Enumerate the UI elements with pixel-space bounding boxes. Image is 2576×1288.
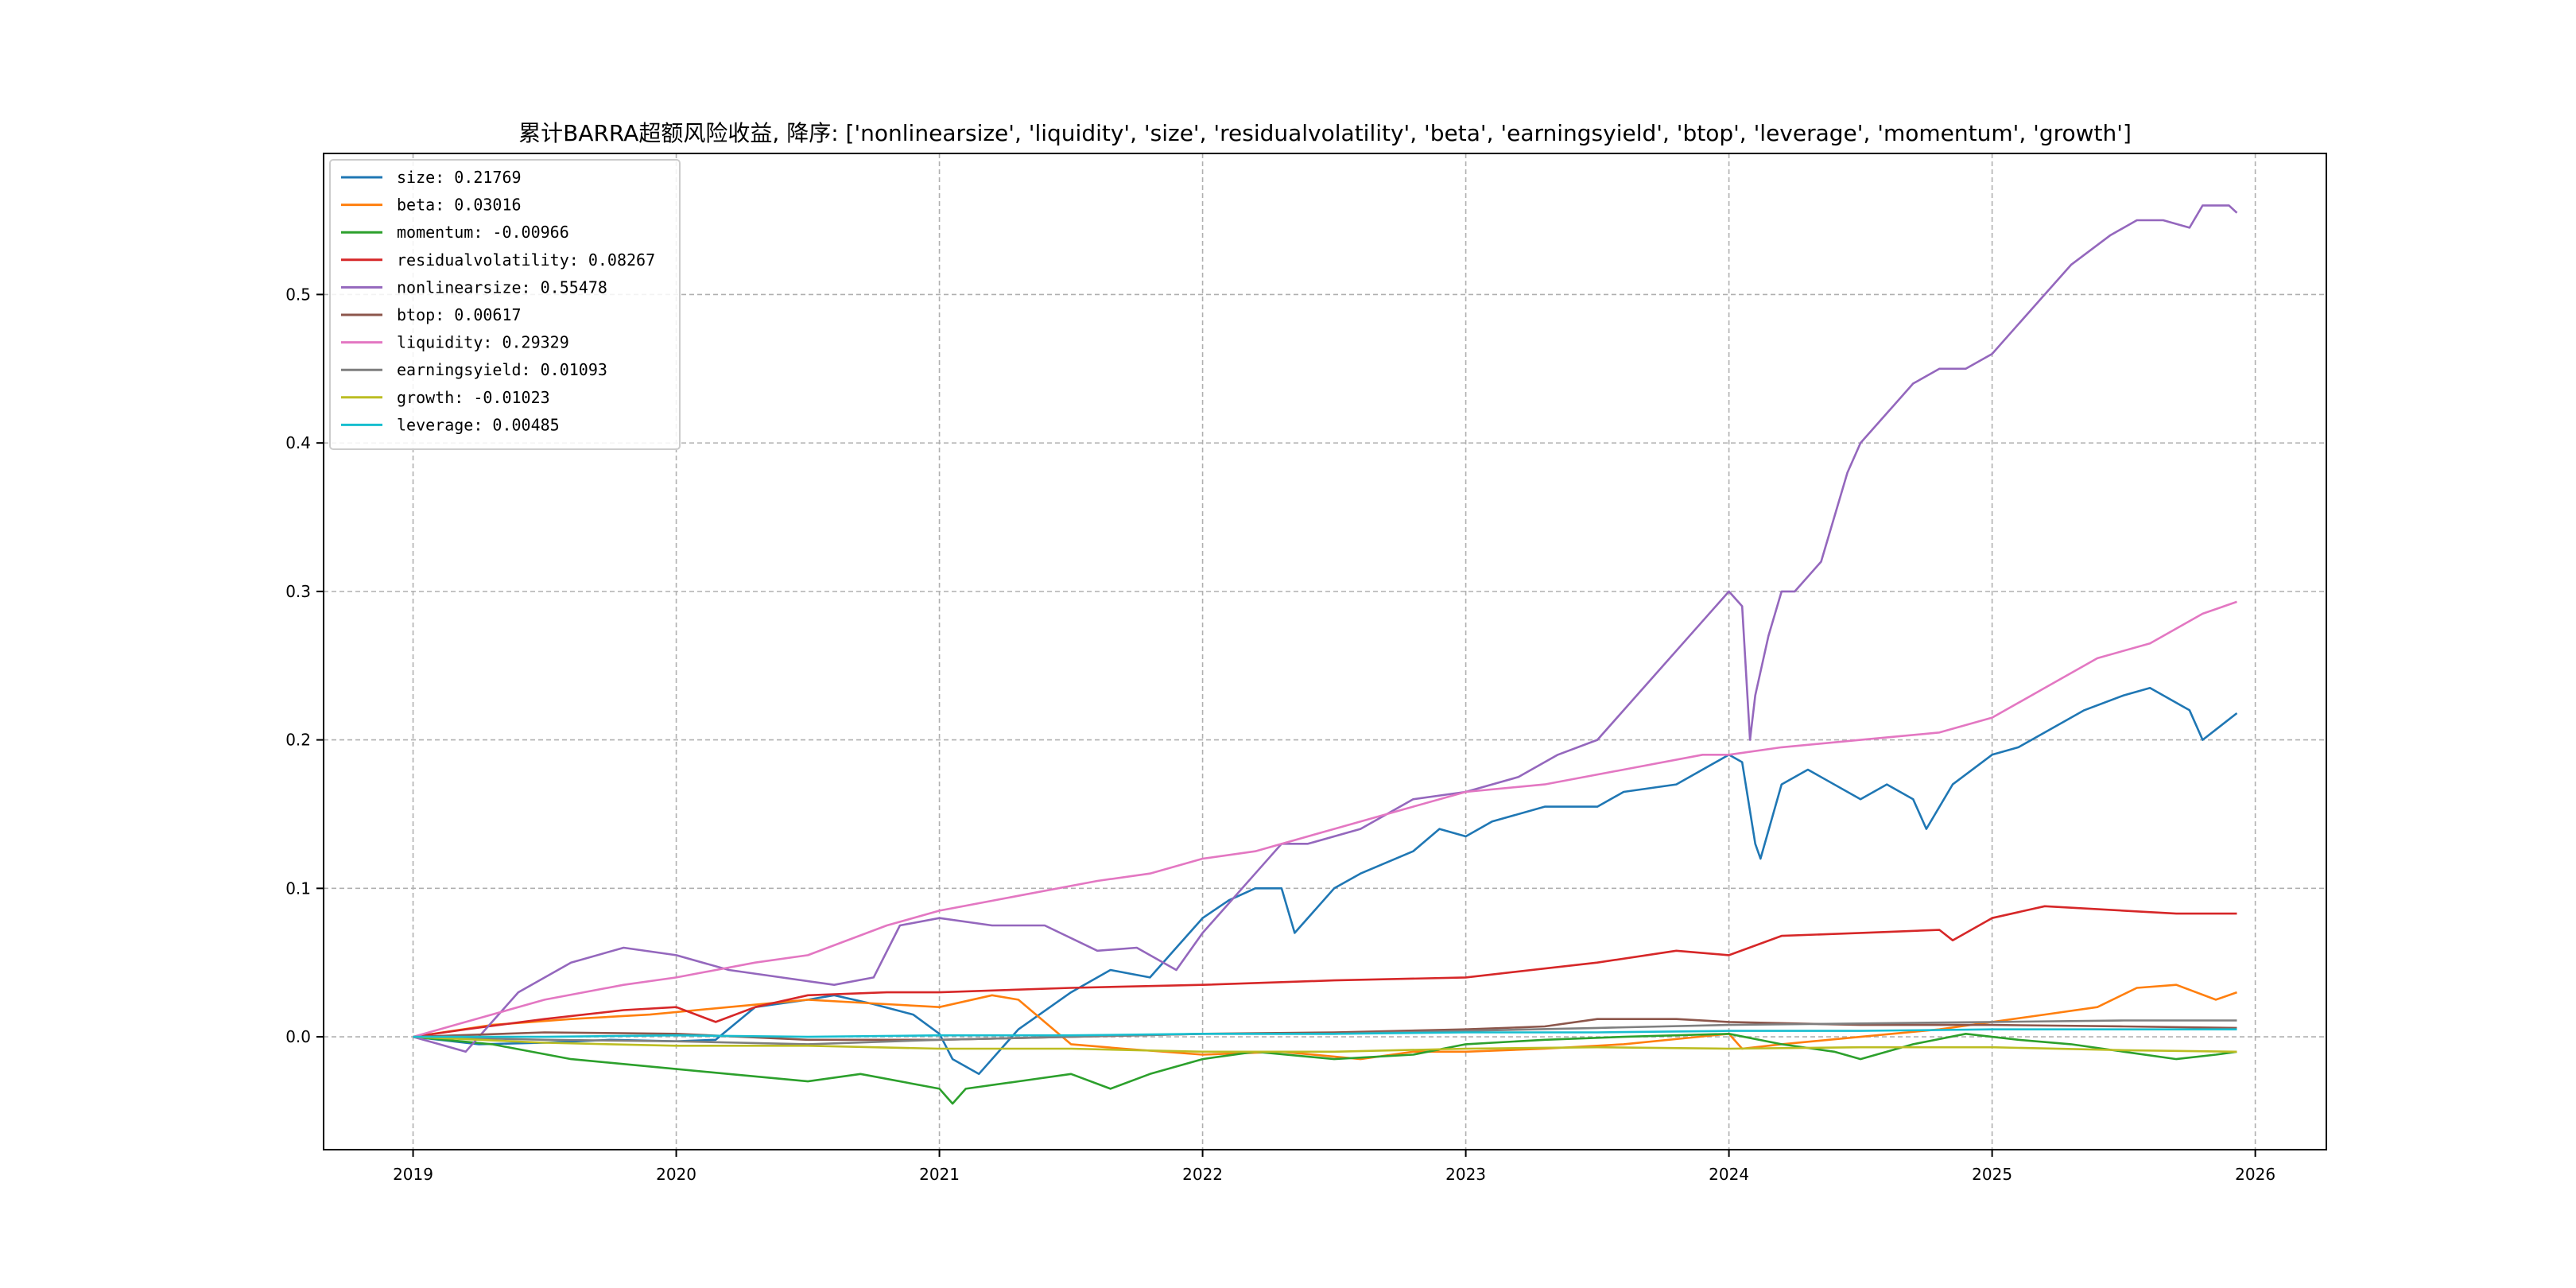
series-line-leverage — [413, 1028, 2237, 1038]
series-layer — [413, 204, 2238, 1105]
x-tick-label: 2026 — [2235, 1165, 2275, 1184]
y-tick-label: 0.2 — [285, 731, 311, 750]
y-tick-label: 0.5 — [285, 285, 311, 304]
legend: size: 0.21769 beta: 0.03016 momentum: -0.0… — [329, 159, 681, 450]
x-tick-label: 2024 — [1709, 1165, 1749, 1184]
x-tick-label: 2021 — [919, 1165, 960, 1184]
axis-ticks: 2019 2020 2021 2022 2023 2024 2025 2026 0.0 0.1 0.… — [285, 285, 2275, 1184]
grid — [324, 153, 2326, 1150]
y-tick-label: 0.4 — [285, 433, 311, 452]
x-tick-label: 2019 — [393, 1165, 433, 1184]
x-tick-label: 2022 — [1182, 1165, 1223, 1184]
x-tick-label: 2025 — [1972, 1165, 2012, 1184]
y-tick-label: 0.1 — [285, 879, 311, 898]
chart-title: 累计BARRA超额风险收益, 降序: ['nonlinearsize', 'li… — [518, 120, 2132, 146]
legend-label-residualvolatility: residualvolatility: 0.08267 — [397, 250, 655, 270]
series-line-beta — [413, 983, 2237, 1061]
x-tick-label: 2020 — [656, 1165, 696, 1184]
legend-label-beta: beta: 0.03016 — [397, 196, 522, 215]
legend-label-leverage: leverage: 0.00485 — [397, 415, 560, 434]
legend-box — [329, 159, 681, 450]
y-tick-label: 0.0 — [285, 1027, 311, 1046]
legend-label-liquidity: liquidity: 0.29329 — [397, 333, 569, 352]
legend-label-nonlinearsize: nonlinearsize: 0.55478 — [397, 277, 607, 297]
legend-label-growth: growth: -0.01023 — [397, 388, 550, 407]
series-line-nonlinearsize — [413, 204, 2238, 1053]
series-line-momentum — [413, 1033, 2237, 1105]
series-line-liquidity — [413, 600, 2237, 1038]
legend-label-earningsyield: earningsyield: 0.01093 — [397, 360, 607, 379]
series-line-residualvolatility — [413, 905, 2237, 1038]
series-line-growth — [413, 1035, 2237, 1053]
plot-frame — [323, 153, 2327, 1150]
legend-label-btop: btop: 0.00617 — [397, 305, 522, 324]
series-line-btop — [413, 1018, 2237, 1042]
y-tick-label: 0.3 — [285, 582, 311, 601]
legend-label-size: size: 0.21769 — [397, 168, 522, 187]
legend-label-momentum: momentum: -0.00966 — [397, 223, 569, 242]
x-tick-label: 2023 — [1445, 1165, 1486, 1184]
